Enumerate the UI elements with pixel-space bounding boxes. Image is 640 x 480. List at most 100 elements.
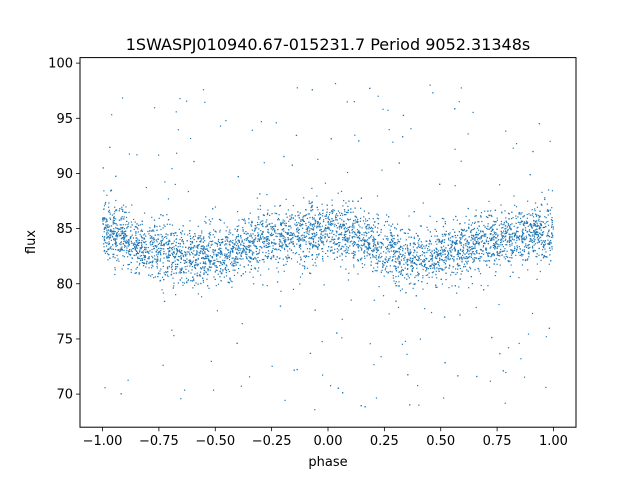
data-point [346, 251, 349, 253]
data-point [155, 246, 158, 248]
data-point [113, 213, 115, 215]
data-point [395, 281, 397, 283]
data-point [489, 233, 491, 235]
data-point [505, 130, 507, 132]
data-point [250, 225, 253, 227]
data-point [478, 244, 480, 246]
data-point [364, 240, 366, 242]
data-point [413, 252, 415, 254]
data-point [331, 236, 333, 238]
data-point [241, 218, 243, 221]
data-point [104, 387, 106, 389]
data-point [349, 218, 351, 220]
data-point [108, 236, 110, 238]
data-point [286, 256, 288, 259]
data-point [331, 246, 333, 248]
data-point [354, 251, 356, 253]
data-point [114, 206, 116, 208]
data-point [182, 225, 184, 227]
data-point [238, 241, 240, 243]
data-point [438, 265, 440, 267]
data-point [474, 215, 476, 217]
data-point [519, 248, 521, 250]
data-point [238, 225, 240, 227]
data-point [284, 248, 286, 251]
data-point [259, 236, 262, 239]
data-point [384, 221, 387, 223]
data-point [201, 296, 203, 298]
data-point [338, 245, 340, 247]
data-point [235, 262, 237, 264]
data-point [249, 271, 251, 273]
data-point [345, 243, 347, 246]
data-point [111, 214, 114, 216]
data-point [531, 235, 533, 237]
data-point [212, 251, 214, 253]
data-point [428, 245, 430, 248]
data-point [257, 232, 259, 234]
data-point [397, 234, 399, 236]
data-point [532, 150, 534, 153]
data-point [501, 212, 503, 214]
data-point [549, 254, 551, 256]
data-point [501, 236, 503, 238]
data-point [128, 211, 130, 214]
data-point [368, 228, 370, 230]
data-point [103, 205, 106, 207]
data-point [368, 212, 370, 214]
data-point [430, 257, 432, 260]
data-point [371, 254, 374, 256]
data-point [309, 202, 311, 205]
data-point [297, 215, 299, 217]
data-point [168, 243, 170, 245]
data-point [171, 268, 173, 271]
data-point [404, 243, 407, 246]
data-point [313, 235, 315, 237]
data-point [135, 250, 138, 253]
data-point [196, 265, 198, 267]
data-point [266, 257, 269, 259]
data-point [238, 240, 240, 242]
data-point [359, 237, 361, 239]
data-point [363, 232, 365, 234]
data-point [356, 229, 359, 231]
data-point [283, 239, 285, 242]
data-point [111, 236, 114, 238]
data-point [415, 254, 418, 256]
data-point [305, 228, 307, 230]
data-point [144, 233, 146, 235]
data-point [181, 277, 183, 279]
data-point [280, 234, 283, 236]
data-point [208, 242, 210, 244]
data-point [279, 236, 281, 238]
data-point [245, 247, 247, 249]
data-point [248, 241, 250, 243]
data-point [347, 228, 350, 231]
data-point [214, 262, 216, 264]
data-point [250, 265, 253, 267]
data-point [358, 140, 360, 142]
data-point [537, 234, 540, 236]
data-point [200, 238, 203, 240]
data-point [393, 241, 396, 244]
data-point [116, 236, 118, 238]
data-point [353, 244, 355, 247]
data-point [451, 241, 453, 243]
data-point [235, 258, 237, 260]
data-point [422, 261, 424, 263]
data-point [189, 230, 191, 232]
data-point [210, 240, 213, 243]
data-point [531, 241, 533, 244]
data-point [361, 257, 363, 259]
data-point [461, 259, 463, 261]
data-point [362, 266, 364, 269]
data-point [351, 237, 354, 239]
data-point [231, 264, 233, 266]
data-point [530, 226, 533, 228]
data-point [375, 255, 377, 257]
data-point [528, 233, 530, 235]
data-point [395, 300, 397, 302]
data-point [314, 245, 316, 247]
data-point [396, 251, 399, 253]
data-point [329, 385, 332, 387]
